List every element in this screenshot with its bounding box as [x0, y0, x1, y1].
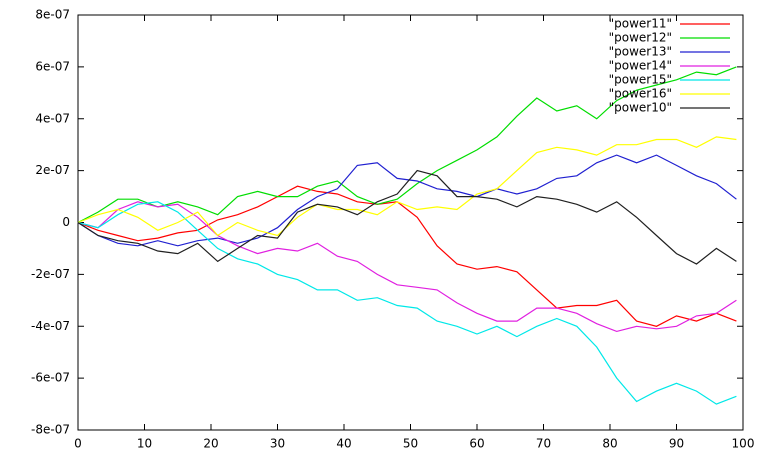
y-tick-label: 4e-07 [35, 111, 70, 125]
y-tick-label: 8e-07 [35, 8, 70, 22]
legend-label: "power15" [609, 73, 672, 87]
series-line [77, 169, 737, 265]
series-line [77, 201, 737, 405]
legend-label: "power13" [609, 45, 672, 59]
x-tick-label: 100 [732, 437, 755, 451]
series-line [77, 136, 737, 237]
x-tick-label: 80 [602, 437, 617, 451]
x-tick-label: 60 [469, 437, 484, 451]
series-line [77, 185, 737, 327]
y-tick-label: 0 [62, 215, 70, 229]
legend-label: "power16" [609, 87, 672, 101]
y-tick-label: -2e-07 [31, 267, 70, 281]
x-tick-label: 0 [74, 437, 82, 451]
y-tick-label: 6e-07 [35, 59, 70, 73]
legend-label: "power11" [609, 17, 672, 31]
x-tick-label: 40 [336, 437, 351, 451]
series-line [77, 154, 737, 247]
y-tick-label: -6e-07 [31, 371, 70, 385]
y-tick-label: -4e-07 [31, 319, 70, 333]
series-line [77, 201, 737, 333]
x-tick-label: 70 [536, 437, 551, 451]
x-tick-label: 50 [403, 437, 418, 451]
x-tick-label: 30 [270, 437, 285, 451]
x-tick-label: 90 [669, 437, 684, 451]
legend-label: "power14" [609, 59, 672, 73]
legend-label: "power10" [609, 101, 672, 115]
x-tick-label: 20 [203, 437, 218, 451]
x-tick-label: 10 [137, 437, 152, 451]
legend-label: "power12" [609, 31, 672, 45]
y-tick-label: -8e-07 [31, 423, 70, 437]
series-line [77, 66, 737, 224]
y-tick-label: 2e-07 [35, 163, 70, 177]
